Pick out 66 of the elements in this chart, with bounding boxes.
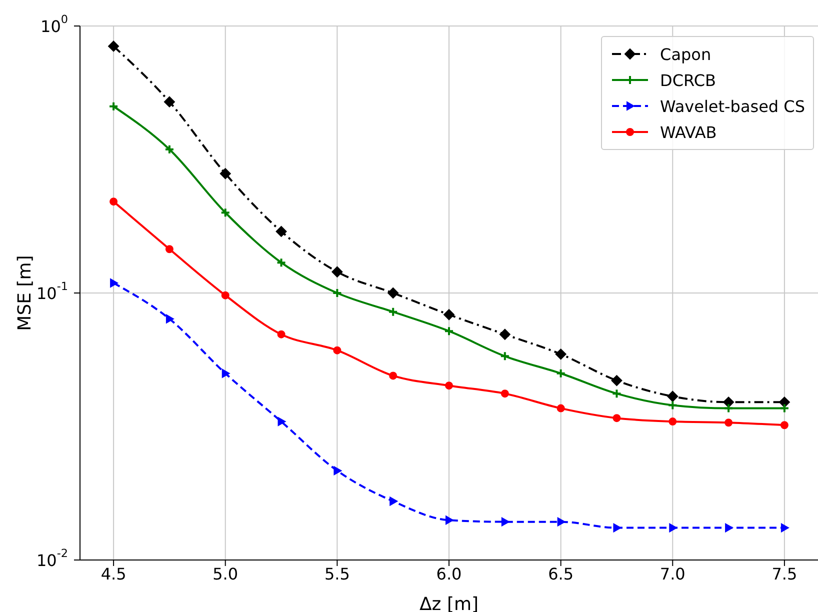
- point: [500, 351, 510, 362]
- point: [446, 516, 454, 525]
- point: [723, 396, 734, 408]
- legend-label: WAVAB: [660, 122, 717, 142]
- point: [332, 266, 343, 278]
- point: [725, 523, 734, 532]
- point: [388, 306, 398, 317]
- point: [501, 517, 510, 526]
- x-tick-label: 7.5: [772, 564, 798, 584]
- point: [611, 375, 622, 386]
- point: [667, 390, 678, 402]
- point: [222, 368, 230, 378]
- y-tick-label: 10$^{-1}$: [36, 280, 68, 302]
- x-tick-label: 5.5: [324, 564, 350, 584]
- point: [164, 96, 175, 108]
- point: [668, 418, 677, 426]
- point: [220, 168, 231, 180]
- point: [108, 40, 120, 52]
- point: [557, 517, 566, 526]
- point: [780, 421, 788, 430]
- point: [220, 208, 230, 218]
- point: [445, 382, 453, 390]
- point: [778, 396, 790, 408]
- point: [500, 390, 509, 398]
- legend-label: DCRCB: [660, 70, 716, 90]
- point: [164, 144, 174, 154]
- point: [110, 198, 118, 206]
- point: [612, 388, 622, 399]
- point: [276, 258, 286, 268]
- point: [277, 330, 286, 338]
- point: [333, 346, 342, 354]
- point: [724, 403, 734, 414]
- point: [780, 523, 789, 532]
- y-tick-label: 10$^{0}$: [40, 13, 68, 36]
- x-tick-label: 6.5: [548, 564, 574, 584]
- x-tick-label: 6.0: [436, 564, 462, 584]
- point: [276, 226, 287, 237]
- y-tick-label: 10$^{-2}$: [36, 547, 68, 570]
- legend-label: Capon: [660, 44, 712, 64]
- point: [221, 291, 230, 300]
- y-axis-title: MSE [m]: [14, 255, 36, 331]
- point: [165, 245, 174, 254]
- point: [388, 288, 399, 298]
- x-tick-label: 4.5: [100, 564, 126, 584]
- legend-label: Wavelet-based CS: [660, 96, 805, 116]
- point: [110, 278, 118, 288]
- point: [556, 404, 565, 412]
- point: [556, 368, 566, 378]
- x-tick-label: 7.0: [660, 564, 686, 584]
- point: [668, 400, 678, 410]
- point: [613, 523, 622, 532]
- point: [332, 288, 342, 298]
- point: [724, 418, 733, 427]
- point: [444, 326, 454, 336]
- point: [334, 466, 342, 476]
- point: [389, 372, 398, 380]
- point: [444, 309, 454, 320]
- x-axis-title: Δz [m]: [419, 594, 479, 612]
- point: [390, 496, 398, 506]
- point: [278, 417, 286, 426]
- x-tick-label: 5.0: [212, 564, 238, 584]
- point: [612, 414, 621, 422]
- point: [499, 328, 510, 340]
- point: [166, 314, 174, 324]
- point: [669, 523, 678, 532]
- point: [555, 348, 566, 360]
